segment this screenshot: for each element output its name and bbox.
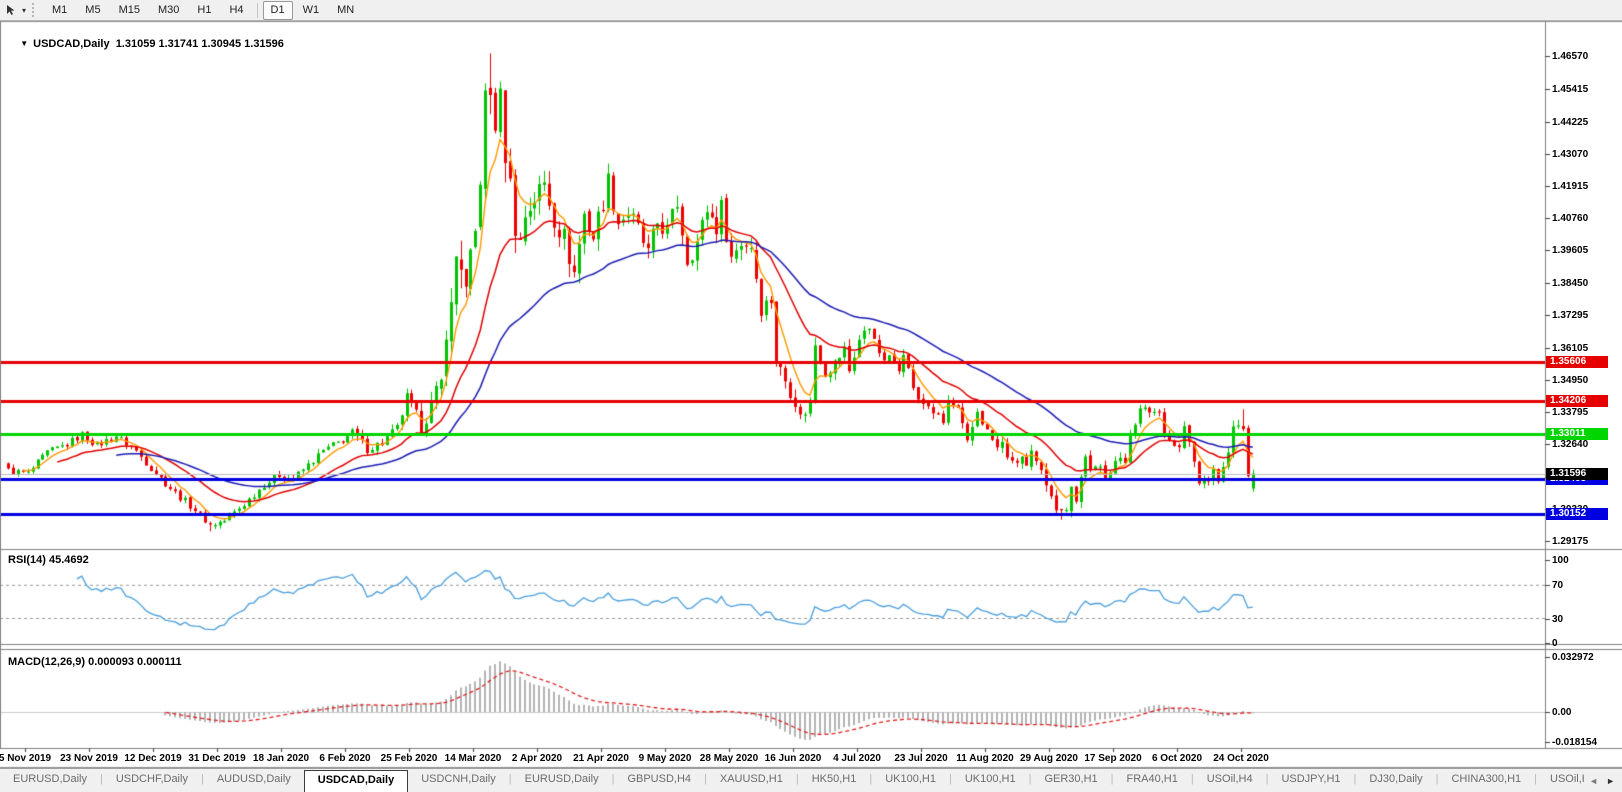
- chart-ohlc-values: 1.31059 1.31741 1.30945 1.31596: [115, 38, 284, 50]
- price-axis-label: 1.44225: [1552, 116, 1589, 128]
- date-axis-label: 28 May 2020: [699, 753, 759, 764]
- chart-tab-usdchf-1[interactable]: USDCHF,Daily: [115, 773, 188, 785]
- date-axis-label: 6 Feb 2020: [319, 753, 371, 764]
- date-axis-label: 18 Jan 2020: [252, 753, 310, 764]
- tab-separator: |: [1435, 773, 1439, 785]
- chart-tab-usoil-17[interactable]: USOil,H1: [1550, 773, 1584, 785]
- price-axis-label: 1.38450: [1552, 277, 1589, 289]
- chart-tab-dj30-15[interactable]: DJ30,Daily: [1369, 773, 1423, 785]
- date-axis-label: 31 Dec 2019: [188, 753, 246, 764]
- chart-tab-usoil-13[interactable]: USOil,H4: [1206, 773, 1253, 785]
- macd-axis-label: -0.018154: [1552, 737, 1598, 749]
- price-axis-label: 1.40760: [1552, 213, 1589, 225]
- date-axis-label: 6 Oct 2020: [1151, 753, 1203, 764]
- tab-scroll-left-icon[interactable]: ◄: [1589, 776, 1599, 786]
- tab-separator: |: [704, 773, 707, 785]
- chart-tab-usdcad-3[interactable]: USDCAD,Daily: [303, 770, 409, 792]
- chart-tab-fra40-12[interactable]: FRA40,H1: [1126, 773, 1178, 785]
- date-axis-label: 14 Mar 2020: [444, 753, 502, 764]
- tab-separator: |: [1265, 773, 1269, 785]
- date-axis-label: 23 Jul 2020: [894, 753, 948, 764]
- tab-separator: |: [948, 773, 952, 785]
- hline-price-badge[interactable]: 1.34206: [1546, 394, 1608, 407]
- hline-price-badge[interactable]: 1.33011: [1546, 428, 1608, 441]
- current-price-badge: 1.31596: [1546, 467, 1608, 480]
- price-axis-label: 1.45415: [1552, 83, 1589, 95]
- price-axis-label: 1.34950: [1552, 375, 1589, 387]
- chart-tab-eurusd-0[interactable]: EURUSD,Daily: [13, 773, 87, 785]
- date-axis-label: 25 Feb 2020: [380, 753, 438, 764]
- tab-separator: |: [869, 773, 873, 785]
- price-axis-label: 1.36105: [1552, 342, 1589, 354]
- date-axis-label: 29 Aug 2020: [1020, 753, 1078, 764]
- tab-separator: |: [795, 773, 799, 785]
- chart-tab-xauusd-7[interactable]: XAUUSD,H1: [719, 773, 783, 785]
- date-axis-label: 16 Jun 2020: [764, 753, 822, 764]
- price-axis-label: 1.32640: [1552, 439, 1589, 451]
- tab-separator: |: [1353, 773, 1357, 785]
- hline-price-badge[interactable]: 1.30152: [1546, 507, 1608, 520]
- tab-separator: |: [1028, 773, 1032, 785]
- price-axis-label: 1.39605: [1552, 245, 1589, 257]
- rsi-indicator-label: RSI(14) 45.4692: [8, 554, 89, 566]
- rsi-axis-label: 70: [1552, 580, 1564, 592]
- chart-tab-uk100-9[interactable]: UK100,H1: [885, 773, 936, 785]
- chart-symbol: USDCAD,Daily: [33, 38, 110, 50]
- price-axis-label: 1.37295: [1552, 309, 1589, 321]
- symbol-caret-icon[interactable]: ▼: [20, 39, 29, 48]
- date-axis-label: 5 Nov 2019: [0, 753, 52, 764]
- date-axis-label: 4 Jul 2020: [833, 753, 881, 764]
- date-axis-label: 23 Nov 2019: [60, 753, 118, 764]
- price-axis-label: 1.43070: [1552, 148, 1589, 160]
- chart-tab-audusd-2[interactable]: AUDUSD,Daily: [216, 773, 291, 785]
- macd-axis-label: 0.032972: [1552, 652, 1594, 664]
- tab-separator: |: [1534, 773, 1538, 785]
- tab-separator: |: [99, 773, 103, 785]
- price-axis-label: 1.41915: [1552, 181, 1589, 193]
- tab-separator: |: [1190, 773, 1194, 785]
- chart-tab-usdcnh-4[interactable]: USDCNH,Daily: [421, 773, 496, 785]
- tab-separator: |: [1110, 773, 1114, 785]
- symbol-tab-bar: EURUSD,Daily | USDCHF,Daily | AUDUSD,Daily US…: [0, 768, 1622, 792]
- date-axis-label: 11 Aug 2020: [956, 753, 1014, 764]
- chart-tab-china300-16[interactable]: CHINA300,H1: [1451, 773, 1522, 785]
- chart-tab-gbpusd-6[interactable]: GBPUSD,H4: [627, 773, 692, 785]
- date-axis-label: 21 Apr 2020: [573, 753, 629, 764]
- price-axis-label: 1.46570: [1552, 51, 1589, 63]
- rsi-axis-label: 0: [1552, 638, 1558, 650]
- chart-tab-usdjpy-14[interactable]: USDJPY,H1: [1281, 773, 1341, 785]
- hline-price-badge[interactable]: 1.35606: [1546, 355, 1608, 368]
- tab-separator: |: [611, 773, 615, 785]
- price-axis-label: 1.29175: [1552, 536, 1589, 547]
- chart-tab-eurusd-5[interactable]: EURUSD,Daily: [524, 773, 599, 785]
- rsi-axis-label: 100: [1552, 555, 1569, 567]
- chart-title: ▼ USDCAD,Daily 1.31059 1.31741 1.30945 1.…: [8, 26, 284, 62]
- macd-indicator-label: MACD(12,26,9) 0.000093 0.000111: [8, 656, 182, 668]
- date-axis-label: 2 Apr 2020: [511, 753, 563, 764]
- chart-tab-ger30-11[interactable]: GER30,H1: [1044, 773, 1098, 785]
- date-axis-label: 9 May 2020: [638, 753, 692, 764]
- date-axis-label: 24 Oct 2020: [1213, 753, 1269, 764]
- chart-tab-uk100-10[interactable]: UK100,H1: [964, 773, 1016, 785]
- tab-scroll-right-icon[interactable]: ►: [1606, 776, 1615, 786]
- chart-tab-hk50-8[interactable]: HK50,H1: [811, 773, 857, 785]
- tab-separator: |: [200, 773, 204, 785]
- macd-axis-label: 0.00: [1552, 707, 1572, 718]
- tab-separator: |: [508, 773, 512, 785]
- price-axis-label: 1.33795: [1552, 407, 1589, 419]
- rsi-axis-label: 30: [1552, 613, 1564, 625]
- date-axis-label: 12 Dec 2019: [124, 753, 182, 764]
- date-axis-label: 17 Sep 2020: [1084, 753, 1142, 764]
